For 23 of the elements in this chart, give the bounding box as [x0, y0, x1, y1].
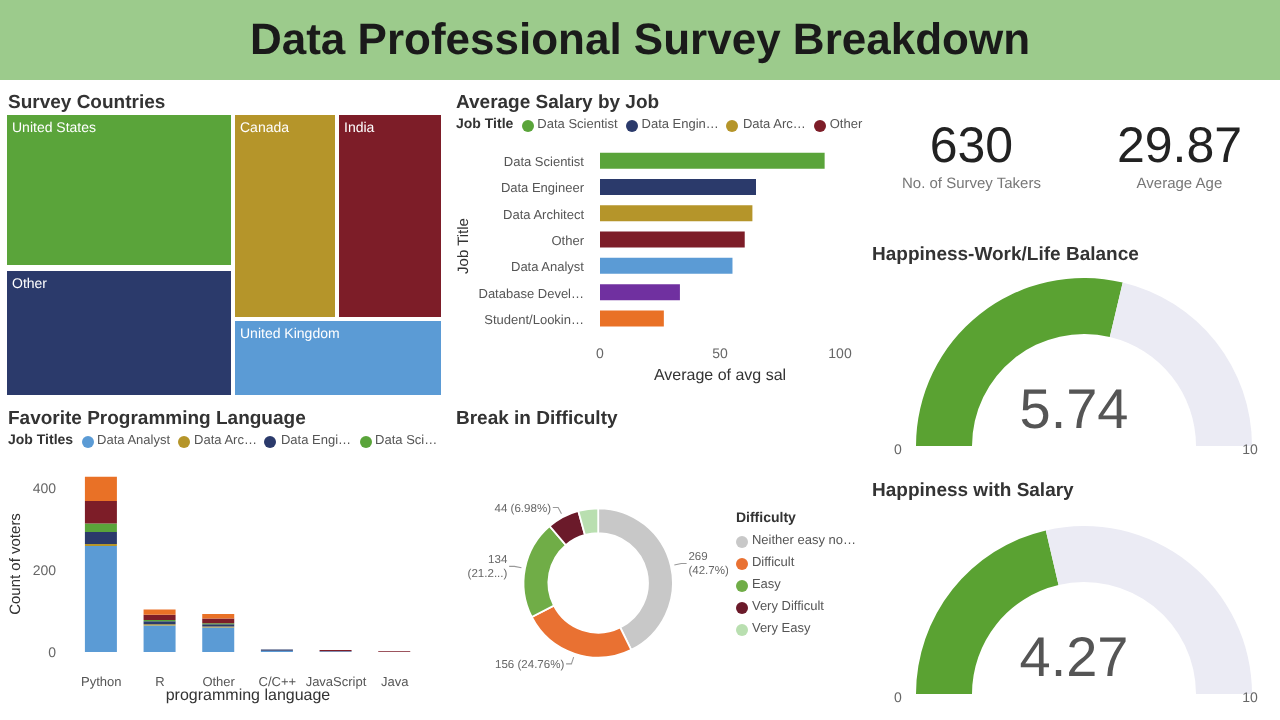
bar [84, 532, 117, 544]
data-label: 29.87 [1116, 118, 1242, 174]
x-axis-title: programming language [165, 686, 332, 704]
chart-title: Happiness with Salary [870, 478, 1076, 506]
bar [84, 545, 117, 652]
text: Data Professional Survey Breakdown [0, 0, 1280, 80]
chart-title: Average Salary by Job [454, 90, 662, 117]
chart-title: Happiness-Work/Life Balance [870, 242, 1141, 270]
bar [202, 627, 235, 652]
bar [84, 476, 117, 501]
bar [143, 609, 176, 615]
bar [84, 523, 117, 533]
text: Survey Countries [6, 90, 168, 118]
bar [143, 614, 176, 621]
chart-title: Break in Difficulty [454, 406, 620, 434]
x-axis-title: Average of avg sal [653, 366, 787, 384]
bar [84, 500, 117, 524]
data-label: 630 [927, 118, 1016, 174]
data-label: 4.27 [1019, 626, 1129, 688]
data-label: 5.74 [1019, 378, 1129, 440]
chart-title: Favorite Programming Language [6, 406, 308, 433]
bar [143, 625, 176, 652]
bar [202, 618, 235, 624]
